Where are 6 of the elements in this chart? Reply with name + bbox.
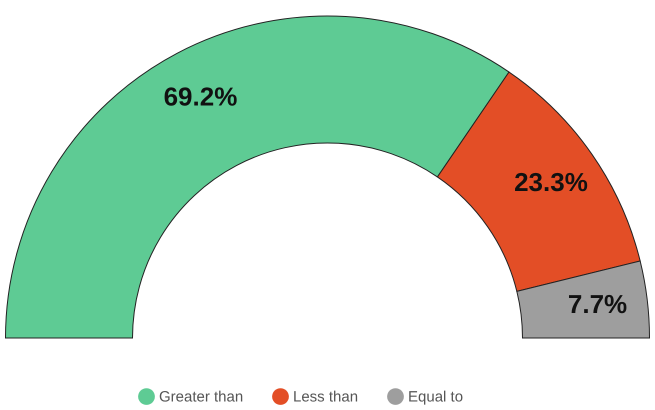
legend-label: Less than [293, 388, 358, 406]
legend-label: Greater than [159, 388, 244, 406]
legend-label: Equal to [408, 388, 464, 406]
data-label: 7.7% [568, 289, 628, 320]
data-label: 23.3% [514, 166, 588, 197]
data-label: 69.2% [164, 81, 238, 112]
